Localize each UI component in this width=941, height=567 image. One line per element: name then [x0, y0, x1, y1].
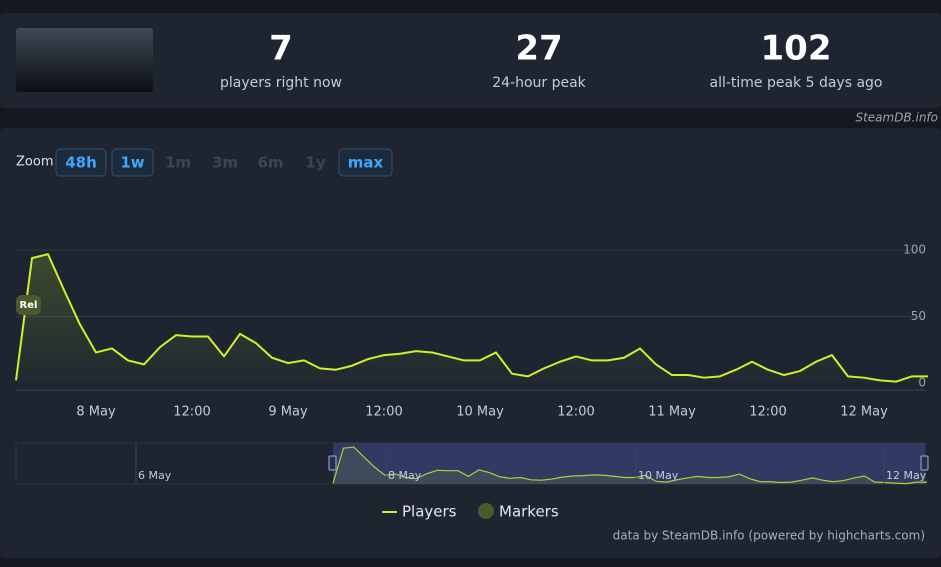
- stat-value: 102: [761, 29, 832, 69]
- zoom-button[interactable]: [111, 148, 154, 177]
- x-tick-label: 9 May: [268, 405, 308, 420]
- legend-label[interactable]: Players: [402, 503, 457, 521]
- navigator-handle[interactable]: [920, 455, 929, 471]
- zoom-button-label[interactable]: 1w: [120, 154, 144, 172]
- navigator-label: 12 May: [886, 469, 927, 482]
- x-tick-label: 10 May: [456, 405, 504, 420]
- source-link[interactable]: SteamDB.info: [855, 111, 938, 125]
- legend-marker: [478, 503, 494, 519]
- navigator-line: [332, 446, 927, 485]
- x-tick-label: 11 May: [648, 405, 696, 420]
- stat-label: all-time peak 5 days ago: [709, 75, 882, 91]
- credits[interactable]: data by SteamDB.info (powered by highcha…: [613, 529, 925, 543]
- navigator-label: 6 May: [138, 469, 172, 482]
- navigator-label: 8 May: [388, 469, 422, 482]
- stat-value: 7: [269, 29, 293, 69]
- zoom-button-label[interactable]: 1m: [165, 154, 191, 172]
- stats-panel: [0, 13, 941, 108]
- zoom-button-label[interactable]: 1y: [305, 154, 325, 172]
- x-tick-label: 8 May: [76, 405, 116, 420]
- x-tick-label: 12:00: [173, 405, 210, 420]
- series-line: [15, 253, 928, 383]
- x-tick-label: 12:00: [749, 405, 786, 420]
- navigator-area: [333, 447, 927, 484]
- game-logo: [16, 28, 153, 92]
- zoom-button-label[interactable]: max: [348, 154, 384, 172]
- zoom-button[interactable]: [55, 148, 107, 177]
- zoom-button-label[interactable]: 6m: [257, 154, 283, 172]
- annotation-marker: [16, 295, 41, 315]
- zoom-label: Zoom: [16, 155, 53, 170]
- stat-label: players right now: [220, 75, 342, 91]
- x-tick-label: 12:00: [557, 405, 594, 420]
- stat-label: 24-hour peak: [492, 75, 586, 91]
- zoom-button-label[interactable]: 48h: [65, 154, 97, 172]
- zoom-button[interactable]: [338, 148, 393, 177]
- navigator-label: 10 May: [638, 469, 679, 482]
- x-tick-label: 12 May: [840, 405, 888, 420]
- y-tick-label: 50: [911, 309, 926, 323]
- chart-panel: [0, 128, 941, 558]
- y-tick-label: 100: [903, 243, 926, 257]
- navigator-handle[interactable]: [328, 455, 337, 471]
- annotation-label: Rel: [20, 300, 38, 311]
- legend-label[interactable]: Markers: [499, 503, 559, 521]
- x-tick-label: 12:00: [365, 405, 402, 420]
- series-area: [16, 254, 928, 383]
- zoom-button-label[interactable]: 3m: [212, 154, 238, 172]
- stat-value: 27: [515, 29, 562, 69]
